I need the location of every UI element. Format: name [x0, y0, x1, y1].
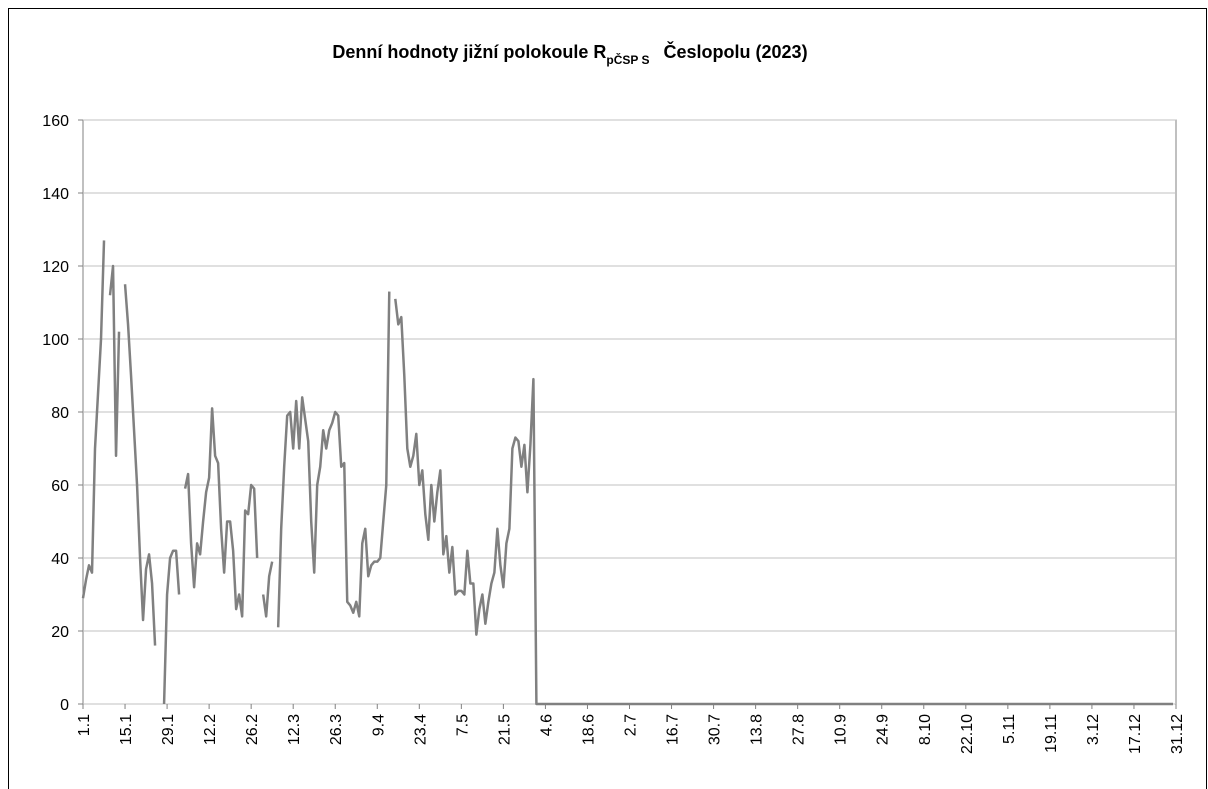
x-tick-label: 23.4 [412, 714, 429, 745]
y-tick-label: 140 [42, 186, 69, 203]
x-tick-label: 1.1 [76, 714, 93, 736]
x-tick-label: 2.7 [623, 714, 640, 736]
y-tick-label: 80 [51, 405, 69, 422]
x-tick-label: 21.5 [496, 714, 513, 745]
x-tick-label: 10.9 [833, 714, 850, 745]
x-tick-label: 19.11 [1043, 714, 1060, 753]
y-tick-label: 0 [60, 697, 69, 714]
x-tick-label: 31.12 [1169, 714, 1186, 754]
x-tick-label: 30.7 [707, 714, 724, 745]
chart-title: Denní hodnoty jižní polokoule RpČSP S Čes… [332, 41, 807, 67]
y-tick-label: 120 [42, 259, 69, 276]
x-tick-label: 29.1 [160, 714, 177, 745]
x-tick-label: 22.10 [959, 714, 976, 754]
x-tick-label: 26.2 [244, 714, 261, 745]
x-tick-label: 7.5 [454, 714, 471, 736]
x-tick-label: 5.11 [1001, 714, 1018, 744]
x-tick-label: 12.2 [202, 714, 219, 745]
y-tick-label: 100 [42, 332, 69, 349]
y-tick-label: 40 [51, 551, 69, 568]
data-line [81, 240, 1173, 706]
x-tick-label: 26.3 [328, 714, 345, 745]
y-tick-label: 160 [42, 113, 69, 130]
x-tick-label: 17.12 [1127, 714, 1144, 754]
title-end: Česlopolu (2023) [664, 41, 808, 62]
x-tick-label: 4.6 [538, 714, 555, 736]
title-main: Denní hodnoty jižní polokoule R [332, 42, 606, 62]
x-tick-label: 27.8 [791, 714, 808, 745]
x-tick-label: 18.6 [580, 714, 597, 745]
x-tick-label: 24.9 [875, 714, 892, 745]
x-tick-label: 15.1 [118, 714, 135, 745]
y-tick-label: 60 [51, 478, 69, 495]
x-tick-label: 8.10 [917, 714, 934, 745]
chart-frame [8, 8, 1207, 789]
y-tick-label: 20 [51, 624, 69, 641]
x-tick-label: 9.4 [370, 714, 387, 736]
x-tick-label: 12.3 [286, 714, 303, 745]
title-subscript: pČSP S [606, 52, 649, 67]
x-tick-label: 3.12 [1085, 714, 1102, 745]
x-tick-label: 13.8 [749, 714, 766, 745]
x-tick-label: 16.7 [665, 714, 682, 745]
